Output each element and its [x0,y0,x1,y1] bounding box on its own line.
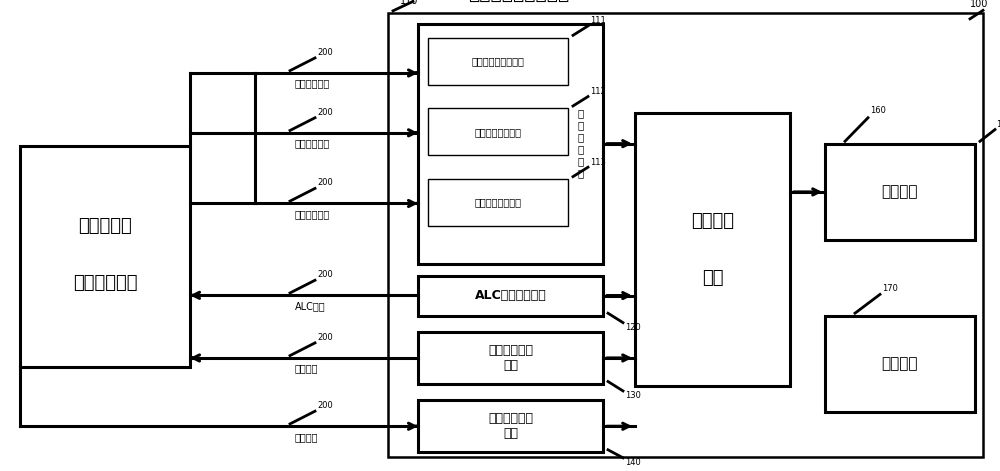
Bar [428,179,568,226]
Text: 200: 200 [317,401,333,410]
Text: 112: 112 [590,87,606,96]
Text: 短波激励器检测设备: 短波激励器检测设备 [468,0,569,3]
Bar [418,400,603,452]
Bar [418,276,603,316]
Bar [825,316,975,412]
Bar [418,24,603,264]
Text: 电源电路: 电源电路 [882,357,918,371]
Text: 140: 140 [625,458,641,467]
Bar [635,113,790,386]
Text: 200: 200 [317,179,333,187]
Text: 160: 160 [870,106,886,115]
Text: 110: 110 [400,0,418,6]
Text: 150: 150 [996,120,1000,129]
Text: 通
信
接
口
电
路: 通 信 接 口 电 路 [578,109,584,179]
Text: 射频信号采集
电路: 射频信号采集 电路 [488,412,533,440]
Text: 111: 111 [590,16,606,25]
Text: 100: 100 [970,0,988,9]
Text: 200: 200 [317,48,333,57]
Bar [418,332,603,384]
Text: 显示电路: 显示电路 [882,185,918,199]
Text: 射频信号: 射频信号 [295,432,318,442]
Text: 电路: 电路 [702,269,723,287]
Text: （被测设备）: （被测设备） [73,274,137,292]
Text: 功放控制接口电路: 功放控制接口电路 [475,127,522,137]
Text: 功放控制数据: 功放控制数据 [295,138,330,148]
Text: 发信终端控制口电路: 发信终端控制口电路 [472,56,524,66]
Text: 微处理器: 微处理器 [691,212,734,230]
Text: 音频信号生成
电路: 音频信号生成 电路 [488,344,533,372]
Text: 音频信号: 音频信号 [295,364,318,374]
Text: 200: 200 [317,333,333,342]
Text: 200: 200 [317,270,333,279]
Text: 短波激励器: 短波激励器 [78,217,132,235]
Text: 远地控制数据: 远地控制数据 [295,79,330,89]
Bar [825,144,975,240]
Bar [428,108,568,155]
Text: 天调控制接口电路: 天调控制接口电路 [475,197,522,208]
Text: 170: 170 [882,284,898,293]
Text: 120: 120 [625,323,641,332]
Text: ALC电平生成电路: ALC电平生成电路 [475,289,546,302]
Text: 130: 130 [625,391,641,400]
Bar [20,146,190,367]
Text: 200: 200 [317,108,333,117]
Text: ALC电平: ALC电平 [295,301,326,311]
Bar [428,38,568,85]
Text: 113: 113 [590,158,606,167]
Bar [388,13,983,457]
Text: 天调控制数据: 天调控制数据 [295,209,330,219]
